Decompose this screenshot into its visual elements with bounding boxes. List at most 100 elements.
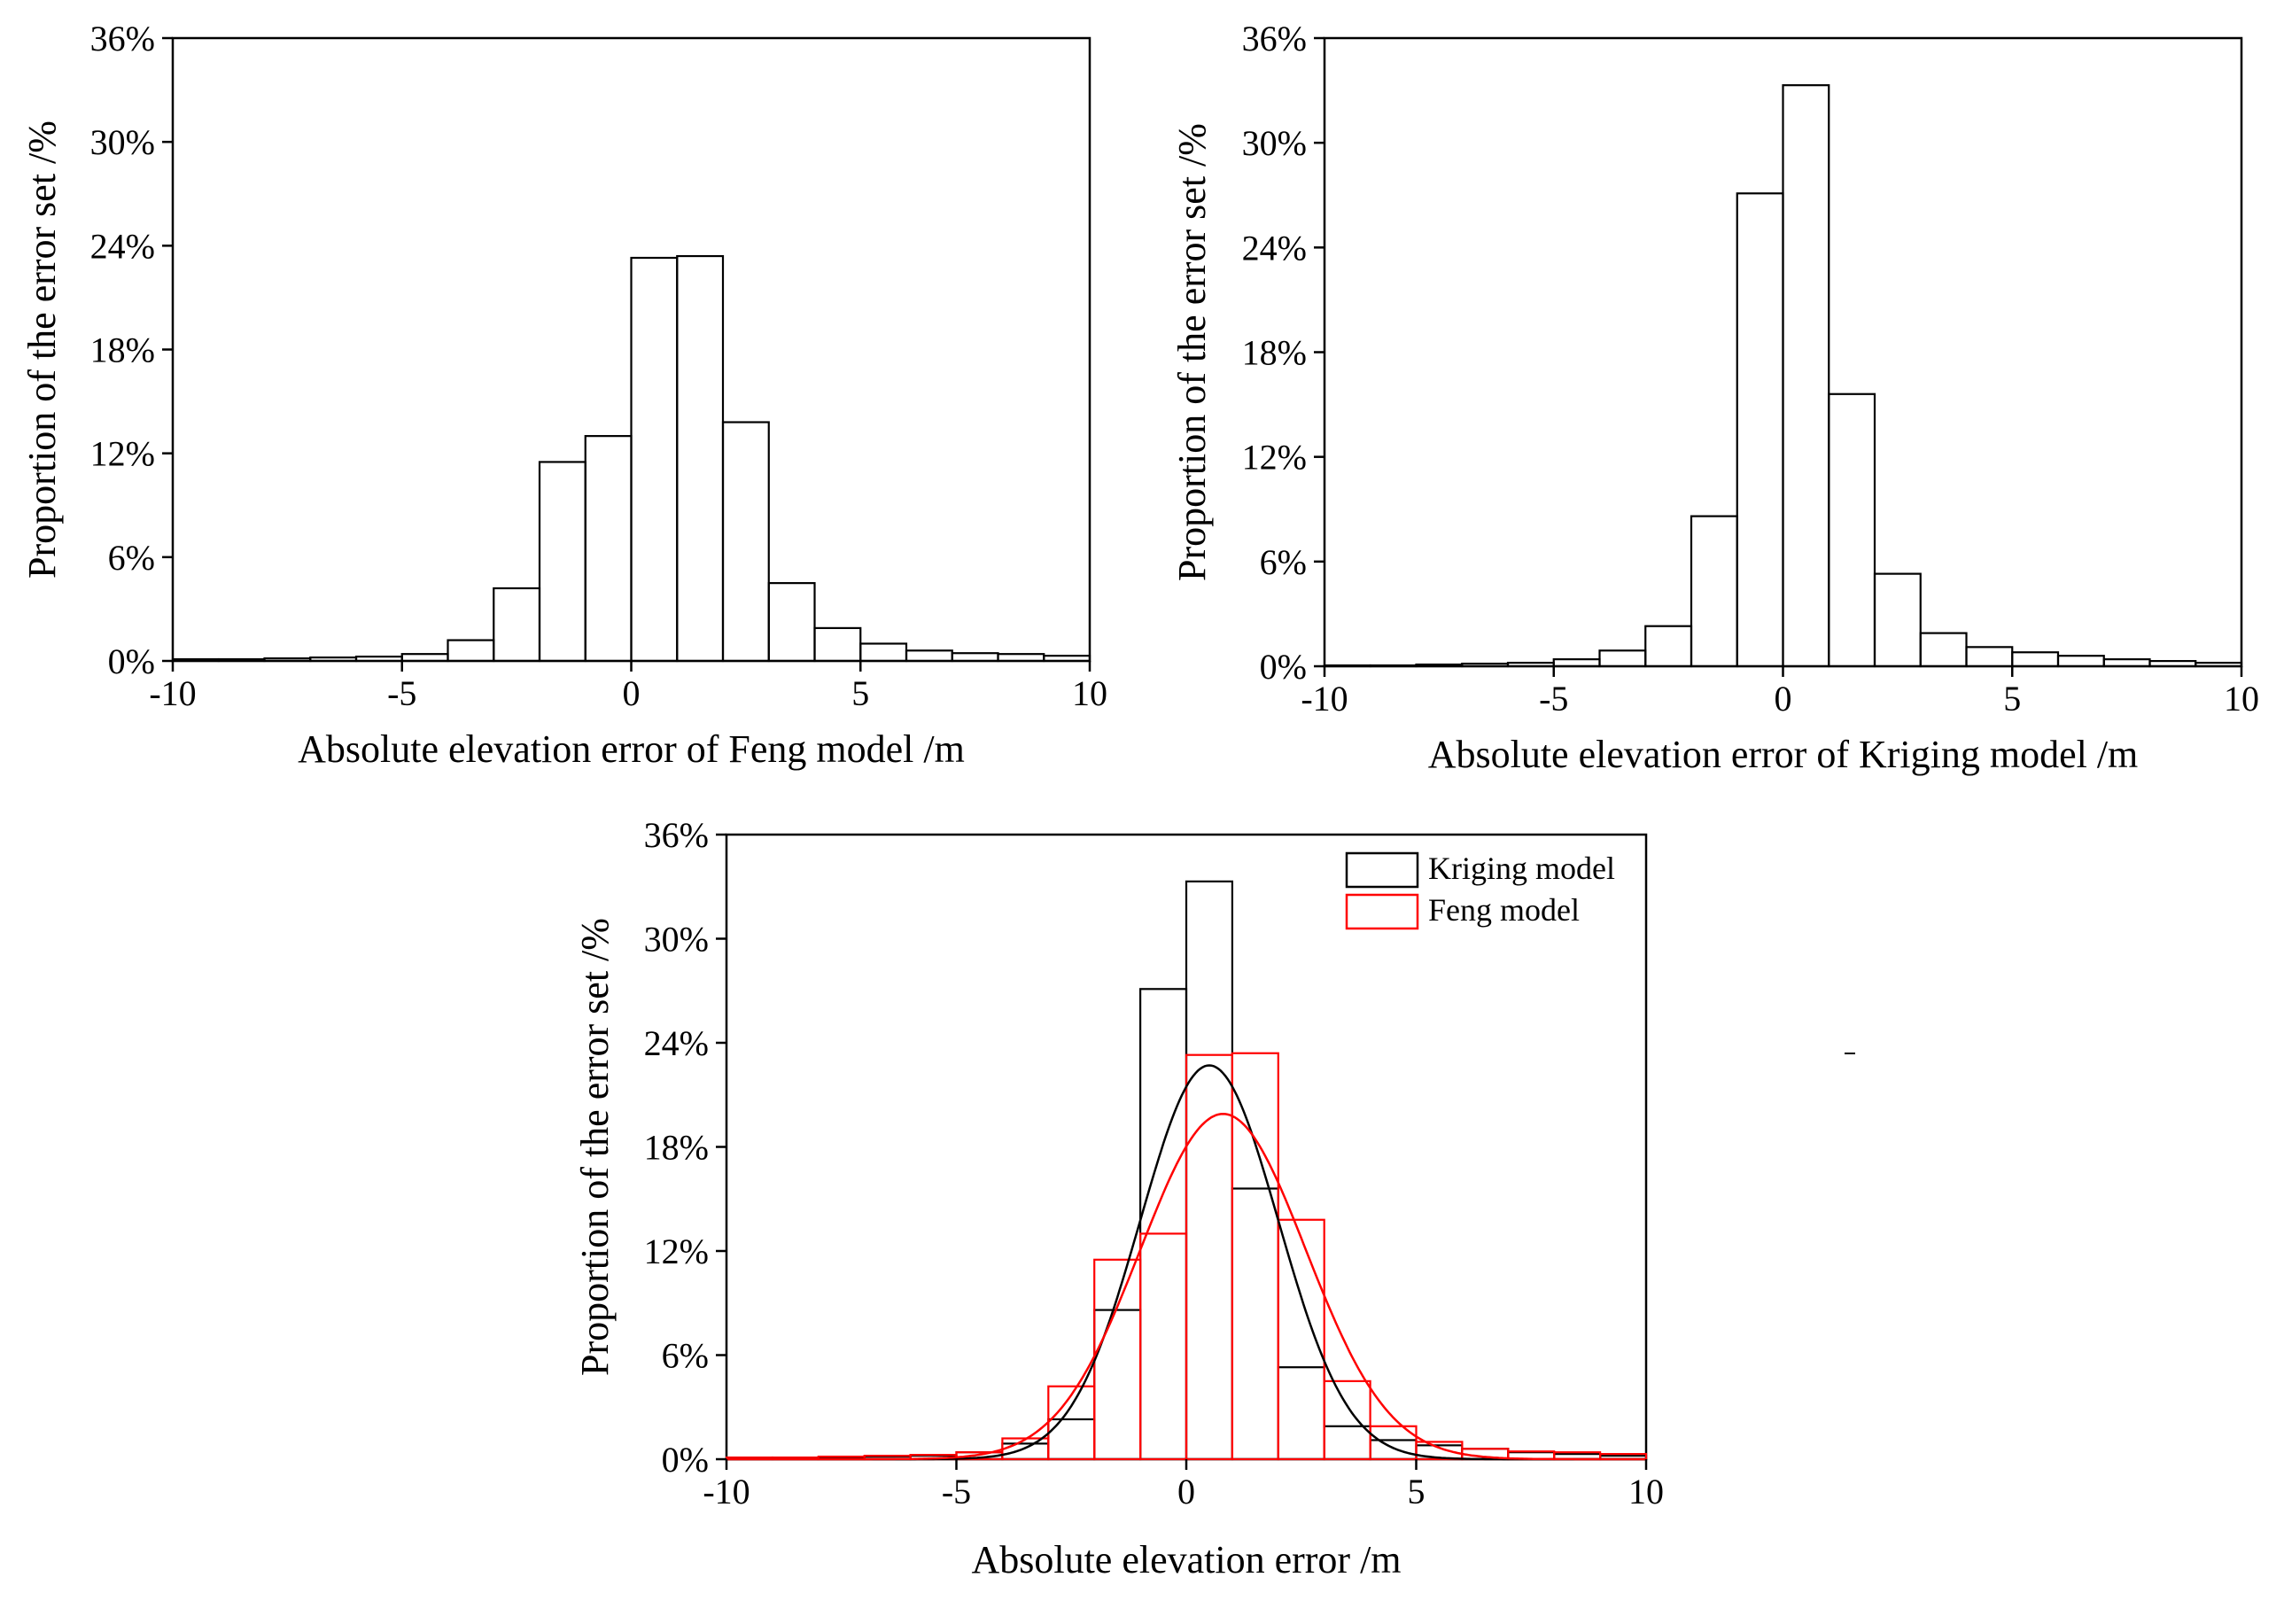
- y-tick-label: 0%: [1260, 647, 1307, 687]
- y-tick-label: 18%: [1242, 333, 1307, 373]
- bar-feng-model-1: [217, 657, 266, 663]
- y-tick-label: 36%: [644, 815, 709, 855]
- bar-kriging-model-14: [1965, 646, 2014, 668]
- y-tick-label: 18%: [90, 330, 155, 370]
- y-tick-label: 0%: [108, 641, 155, 681]
- y-tick-label: 12%: [90, 434, 155, 474]
- bar-kriging-model-10: [1782, 84, 1830, 668]
- bar-feng-model-3: [309, 656, 358, 663]
- bar-kriging-model-2: [1415, 663, 1464, 668]
- bar-kriging-model-11: [1231, 1187, 1279, 1461]
- y-axis-label: Proportion of the error set /%: [1170, 123, 1214, 581]
- y-axis-label: Proportion of the error set /%: [573, 918, 617, 1376]
- bar-kriging-model-1: [1369, 664, 1418, 668]
- bar-feng-model-8: [538, 461, 587, 663]
- bar-feng-model-6: [447, 639, 495, 663]
- x-tick-label: -10: [149, 673, 196, 713]
- bar-feng-model-14: [813, 626, 862, 663]
- bar-kriging-model-12: [1873, 572, 1922, 668]
- x-tick-label: -5: [387, 673, 416, 713]
- x-tick-label: -10: [703, 1472, 750, 1511]
- bar-kriging-model-8: [1093, 1309, 1142, 1461]
- bar-feng-model-15: [859, 642, 908, 663]
- bar-feng-model-9: [1138, 1232, 1188, 1461]
- panel-feng-histogram: -10 -5 0 5 10 0% 6% 12% 18% 24% 30% 36% Absolute ele…: [20, 19, 1107, 771]
- fit-curve-feng-model: [726, 1113, 1646, 1461]
- bar-feng-model-8: [1093, 1258, 1142, 1461]
- x-axis-label: Absolute elevation error of Feng model /…: [298, 727, 965, 771]
- bar-feng-model-2: [263, 657, 312, 663]
- y-tick-label: 30%: [1242, 123, 1307, 163]
- legend: Kriging model Feng model: [1345, 851, 1615, 930]
- y-tick-label: 24%: [90, 226, 155, 266]
- bar-feng-model-17: [951, 652, 999, 663]
- x-tick-label: 0: [1177, 1472, 1195, 1511]
- bar-feng-model-7: [493, 587, 541, 663]
- panel-kriging-histogram: -10 -5 0 5 10 0% 6% 12% 18% 24% 30% 36% Absolute ele…: [1170, 19, 2259, 776]
- bar-feng-model-13: [1323, 1379, 1371, 1461]
- bar-kriging-model-7: [1644, 625, 1693, 668]
- bar-kriging-model-9: [1138, 988, 1188, 1461]
- y-tick-label: 18%: [644, 1128, 709, 1168]
- y-tick-label: 36%: [1242, 19, 1307, 58]
- bar-feng-model-10: [630, 256, 679, 663]
- bar-kriging-model-13: [1919, 632, 1968, 668]
- bar-kriging-model-12: [1277, 1366, 1325, 1461]
- x-tick-label: -5: [942, 1472, 971, 1511]
- x-tick-label: 5: [2003, 679, 2021, 719]
- bar-feng-model-4: [354, 656, 403, 663]
- legend-swatch-feng-model: [1345, 893, 1419, 930]
- bar-feng-model-10: [1185, 1053, 1234, 1461]
- x-axis-label: Absolute elevation error of Kriging mode…: [1428, 733, 2139, 776]
- bar-feng-model-13: [767, 582, 816, 663]
- y-tick-label: 24%: [1242, 228, 1307, 268]
- y-tick-label: 6%: [108, 538, 155, 578]
- y-tick-label: 12%: [644, 1232, 709, 1271]
- bar-kriging-model-14: [1369, 1439, 1418, 1461]
- bar-feng-model-9: [584, 435, 633, 663]
- x-tick-label: 5: [1408, 1472, 1426, 1511]
- y-tick-label: 0%: [662, 1440, 709, 1480]
- bar-feng-model-11: [676, 254, 725, 663]
- legend-label: Feng model: [1428, 892, 1580, 928]
- x-tick-label: -10: [1301, 679, 1348, 719]
- bar-kriging-model-10: [1185, 880, 1234, 1461]
- y-tick-label: 30%: [644, 920, 709, 960]
- y-tick-label: 6%: [1260, 542, 1307, 582]
- bar-kriging-model-9: [1736, 192, 1784, 668]
- y-tick-label: 6%: [662, 1336, 709, 1376]
- bar-feng-model-7: [1047, 1385, 1096, 1461]
- x-tick-label: 10: [2224, 679, 2259, 719]
- bar-feng-model-19: [1043, 655, 1092, 663]
- x-tick-label: 10: [1072, 673, 1107, 713]
- y-tick-label: 12%: [1242, 438, 1307, 478]
- bar-kriging-model-16: [2056, 655, 2105, 668]
- panel-combined-histogram: -10 -5 0 5 10 0% 6% 12% 18% 24% 30% 36% Absolute ele…: [573, 815, 1664, 1581]
- y-tick-label: 36%: [90, 19, 155, 58]
- bar-kriging-model-13: [1323, 1425, 1371, 1461]
- bar-kriging-model-11: [1828, 392, 1876, 668]
- x-axis-label: Absolute elevation error /m: [971, 1538, 1401, 1581]
- x-tick-label: 10: [1628, 1472, 1664, 1511]
- bar-feng-model-11: [1231, 1052, 1279, 1461]
- bar-kriging-model-15: [2011, 651, 2060, 668]
- bar-feng-model-16: [905, 649, 953, 663]
- x-tick-label: -5: [1539, 679, 1568, 719]
- y-tick-label: 30%: [90, 122, 155, 162]
- y-axis-label: Proportion of the error set /%: [20, 120, 64, 579]
- bar-kriging-model-19: [2195, 661, 2243, 668]
- bar-kriging-model-0: [1323, 664, 1371, 668]
- legend-label: Kriging model: [1428, 851, 1615, 886]
- y-tick-label: 24%: [644, 1023, 709, 1063]
- x-tick-label: 0: [623, 673, 641, 713]
- bar-kriging-model-8: [1690, 515, 1738, 668]
- bar-kriging-model-3: [1461, 662, 1510, 668]
- bar-kriging-model-4: [1506, 661, 1555, 668]
- bar-feng-model-12: [1277, 1218, 1325, 1461]
- bar-kriging-model-18: [2148, 659, 2197, 668]
- x-tick-label: 5: [851, 673, 869, 713]
- bar-kriging-model-6: [1598, 649, 1647, 668]
- bar-feng-model-0: [171, 657, 220, 663]
- x-tick-label: 0: [1775, 679, 1792, 719]
